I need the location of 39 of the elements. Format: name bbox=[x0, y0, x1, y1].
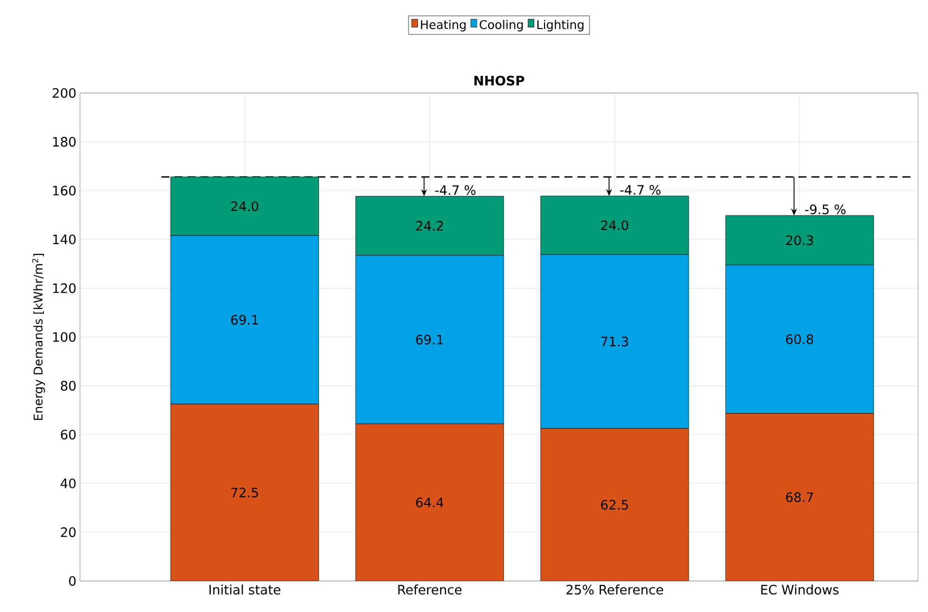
annotation: -4.7 % bbox=[620, 184, 660, 195]
x-tick-label: 25% Reference bbox=[566, 584, 663, 595]
data-label: 60.8 bbox=[786, 334, 814, 344]
y-tick-label: 140 bbox=[53, 234, 76, 244]
y-tick-label: 100 bbox=[53, 332, 76, 342]
annotation: -9.5 % bbox=[805, 204, 846, 214]
y-axis-title: Energy Demands [kWhr/m$^{2}$] bbox=[32, 254, 45, 420]
x-tick-label: EC Windows bbox=[761, 584, 839, 595]
data-label: 24.0 bbox=[231, 201, 258, 212]
y-tick-label: 80 bbox=[60, 380, 76, 391]
y-tick-label: 200 bbox=[52, 88, 76, 98]
legend-label: Heating bbox=[421, 20, 466, 32]
data-label: 24.2 bbox=[416, 220, 443, 231]
y-tick-label: 180 bbox=[53, 136, 76, 147]
data-label: 72.5 bbox=[231, 488, 258, 498]
legend-label: Cooling bbox=[480, 20, 523, 32]
y-tick-label: 60 bbox=[60, 430, 76, 440]
y-tick-label: 0 bbox=[69, 576, 76, 586]
data-label: 69.1 bbox=[231, 314, 258, 325]
data-label: 69.1 bbox=[416, 334, 443, 344]
y-tick-label: 160 bbox=[53, 186, 76, 196]
bar bbox=[725, 413, 874, 581]
data-label: 20.3 bbox=[786, 235, 813, 246]
data-label: 64.4 bbox=[416, 498, 444, 508]
bar bbox=[170, 404, 319, 581]
chart-title: NHOSP bbox=[474, 76, 524, 86]
data-label: 68.7 bbox=[786, 492, 813, 502]
x-tick-label: Reference bbox=[398, 584, 462, 595]
y-tick-label: 120 bbox=[53, 283, 76, 294]
bar bbox=[356, 424, 504, 581]
data-label: 71.3 bbox=[601, 336, 628, 346]
bar bbox=[540, 428, 689, 581]
y-tick-label: 20 bbox=[60, 527, 76, 538]
annotation: -4.7 % bbox=[435, 185, 476, 196]
data-label: 24.0 bbox=[601, 220, 628, 230]
data-label: 62.5 bbox=[601, 500, 628, 510]
legend-label: Lighting bbox=[537, 20, 584, 32]
y-tick-label: 40 bbox=[60, 478, 76, 488]
x-tick-label: Initial state bbox=[210, 584, 280, 595]
